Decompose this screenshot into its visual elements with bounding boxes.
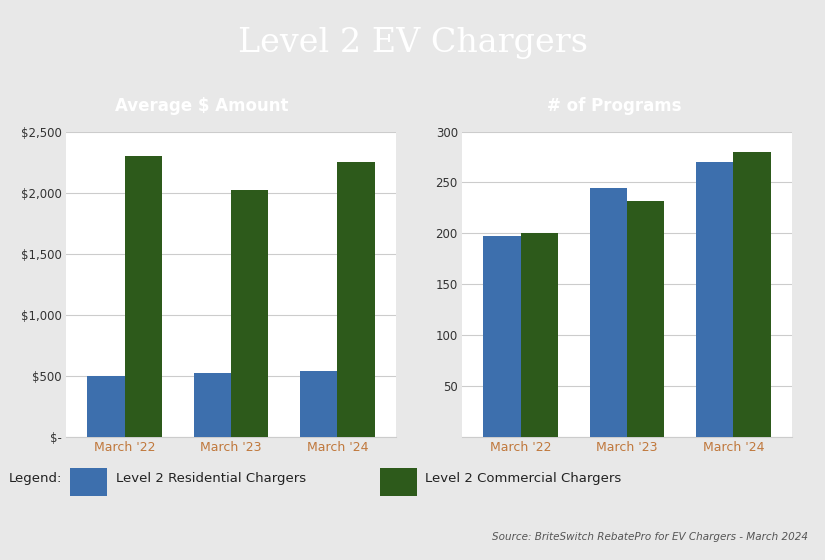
Bar bbox=[87, 376, 125, 437]
Bar bbox=[194, 373, 231, 437]
Bar bbox=[696, 162, 733, 437]
Bar bbox=[483, 236, 521, 437]
Bar bbox=[590, 188, 627, 437]
Bar bbox=[733, 152, 771, 437]
Text: Average $ Amount: Average $ Amount bbox=[116, 97, 289, 115]
Text: Legend:: Legend: bbox=[8, 472, 62, 486]
Text: Source: BriteSwitch RebatePro for EV Chargers - March 2024: Source: BriteSwitch RebatePro for EV Cha… bbox=[493, 533, 808, 542]
Bar bbox=[337, 161, 375, 437]
Bar bbox=[521, 234, 558, 437]
Bar bbox=[125, 156, 162, 437]
Text: Level 2 EV Chargers: Level 2 EV Chargers bbox=[238, 27, 587, 59]
Bar bbox=[231, 190, 268, 437]
Bar bbox=[627, 201, 664, 437]
Text: Level 2 Residential Chargers: Level 2 Residential Chargers bbox=[116, 472, 305, 486]
Bar bbox=[300, 371, 337, 437]
Text: Level 2 Commercial Chargers: Level 2 Commercial Chargers bbox=[425, 472, 621, 486]
Bar bbox=[70, 468, 107, 496]
Text: # of Programs: # of Programs bbox=[547, 97, 682, 115]
Bar bbox=[380, 468, 417, 496]
